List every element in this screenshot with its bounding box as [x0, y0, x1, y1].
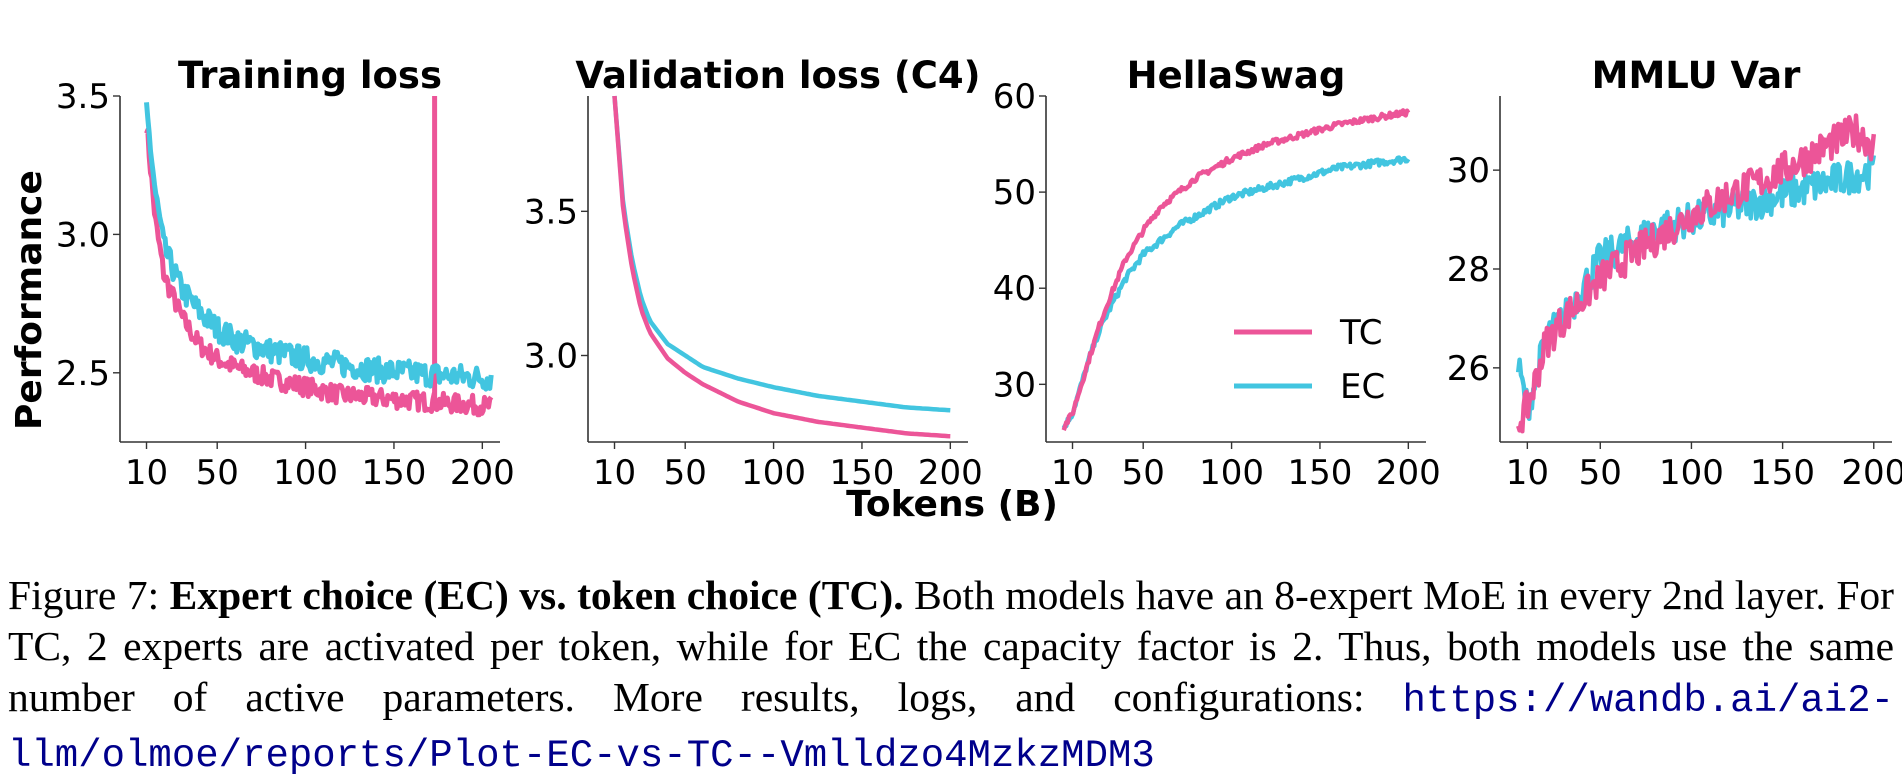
series-line-ec — [612, 95, 951, 413]
figure-panels: Performance Tokens (B) Training loss 10 50… — [9, 54, 1902, 525]
caption-label: Figure 7: — [8, 572, 170, 618]
x-tick-label: 200 — [1841, 453, 1902, 493]
y-tick-label: 50 — [993, 173, 1036, 213]
x-tick-label: 150 — [1288, 453, 1353, 493]
panel-title: MMLU Var — [1592, 54, 1801, 97]
y-tick-label: 28 — [1447, 250, 1490, 290]
panel-title: Validation loss (C4) — [575, 54, 980, 97]
y-tick-label: 60 — [993, 77, 1036, 117]
x-tick-label: 150 — [1750, 453, 1815, 493]
legend-label-tc: TC — [1339, 313, 1383, 353]
y-tick-label: 2.5 — [56, 354, 110, 394]
y-tick-label: 3.5 — [56, 77, 110, 117]
series-line-ec — [1515, 152, 1877, 422]
caption-text: Both models have an 8-expert MoE in ever… — [8, 572, 1894, 720]
x-tick-label: 50 — [1122, 453, 1165, 493]
x-tick-label: 200 — [1376, 453, 1441, 493]
caption-url-link[interactable]: https://wandb.ai/ai2-llm/olmoe/reports/P… — [8, 679, 1894, 778]
y-tick-label: 30 — [993, 365, 1036, 405]
x-tick-label: 150 — [362, 453, 427, 493]
y-tick-label: 3.5 — [524, 192, 578, 232]
x-tick-label: 150 — [830, 453, 895, 493]
x-tick-label: 100 — [1659, 453, 1724, 493]
panel-3: HellaSwag 10 50 100 150 200 30 40 50 60 TC EC — [993, 54, 1441, 493]
y-tick-label: 26 — [1447, 349, 1490, 389]
figure-caption: Figure 7: Expert choice (EC) vs. token c… — [8, 570, 1894, 782]
x-tick-label: 100 — [741, 453, 806, 493]
panel-title: Training loss — [178, 54, 442, 97]
y-axis-label: Performance — [9, 170, 50, 430]
series-line-tc — [1061, 108, 1411, 431]
panel-4: MMLU Var 10 50 100 150 200 26 28 30 — [1447, 54, 1902, 493]
x-tick-label: 10 — [593, 453, 636, 493]
x-tick-label: 50 — [196, 453, 239, 493]
x-tick-label: 100 — [273, 453, 338, 493]
y-tick-label: 3.0 — [56, 215, 110, 255]
series-line-tc — [1516, 113, 1877, 434]
panel-2: Validation loss (C4) 10 50 100 150 200 3.0 3.5 — [524, 54, 983, 493]
series-line-tc — [612, 95, 951, 439]
x-tick-label: 100 — [1199, 453, 1264, 493]
x-tick-label: 10 — [125, 453, 168, 493]
series-line-ec — [1061, 155, 1411, 430]
y-tick-label: 40 — [993, 269, 1036, 309]
x-tick-label: 10 — [1506, 453, 1549, 493]
series-line-ec — [144, 102, 494, 392]
caption-bold: Expert choice (EC) vs. token choice (TC)… — [169, 572, 904, 618]
x-axis-label: Tokens (B) — [846, 484, 1058, 525]
panel-title: HellaSwag — [1127, 54, 1346, 97]
x-tick-label: 10 — [1051, 453, 1094, 493]
x-tick-label: 50 — [664, 453, 707, 493]
x-tick-label: 200 — [450, 453, 515, 493]
legend-label-ec: EC — [1340, 367, 1385, 407]
x-tick-label: 200 — [918, 453, 983, 493]
y-tick-label: 3.0 — [524, 337, 578, 377]
y-tick-label: 30 — [1447, 151, 1490, 191]
panel-1: Training loss 10 50 100 150 200 2.5 3.0 3.5 — [56, 54, 515, 493]
x-tick-label: 50 — [1579, 453, 1622, 493]
